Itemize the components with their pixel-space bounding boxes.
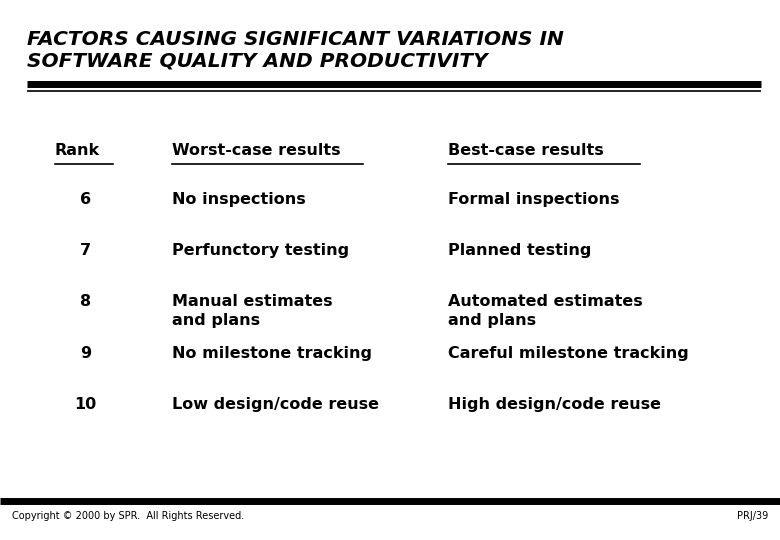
Text: 9: 9 bbox=[80, 346, 91, 361]
Text: No milestone tracking: No milestone tracking bbox=[172, 346, 371, 361]
Text: 10: 10 bbox=[75, 397, 97, 412]
Text: Best-case results: Best-case results bbox=[448, 143, 604, 158]
Text: Perfunctory testing: Perfunctory testing bbox=[172, 243, 349, 258]
Text: Careful milestone tracking: Careful milestone tracking bbox=[448, 346, 690, 361]
Text: High design/code reuse: High design/code reuse bbox=[448, 397, 661, 412]
Text: Automated estimates
and plans: Automated estimates and plans bbox=[448, 294, 644, 328]
Text: Copyright © 2000 by SPR.  All Rights Reserved.: Copyright © 2000 by SPR. All Rights Rese… bbox=[12, 511, 244, 521]
Text: Manual estimates
and plans: Manual estimates and plans bbox=[172, 294, 332, 328]
Text: Planned testing: Planned testing bbox=[448, 243, 592, 258]
Text: PRJ/39: PRJ/39 bbox=[737, 511, 768, 521]
Text: FACTORS CAUSING SIGNIFICANT VARIATIONS IN
SOFTWARE QUALITY AND PRODUCTIVITY: FACTORS CAUSING SIGNIFICANT VARIATIONS I… bbox=[27, 30, 564, 71]
Text: Formal inspections: Formal inspections bbox=[448, 192, 620, 207]
Text: Rank: Rank bbox=[55, 143, 100, 158]
Text: Low design/code reuse: Low design/code reuse bbox=[172, 397, 378, 412]
Text: 8: 8 bbox=[80, 294, 91, 309]
Text: 6: 6 bbox=[80, 192, 91, 207]
Text: Worst-case results: Worst-case results bbox=[172, 143, 340, 158]
Text: No inspections: No inspections bbox=[172, 192, 305, 207]
Text: 7: 7 bbox=[80, 243, 91, 258]
